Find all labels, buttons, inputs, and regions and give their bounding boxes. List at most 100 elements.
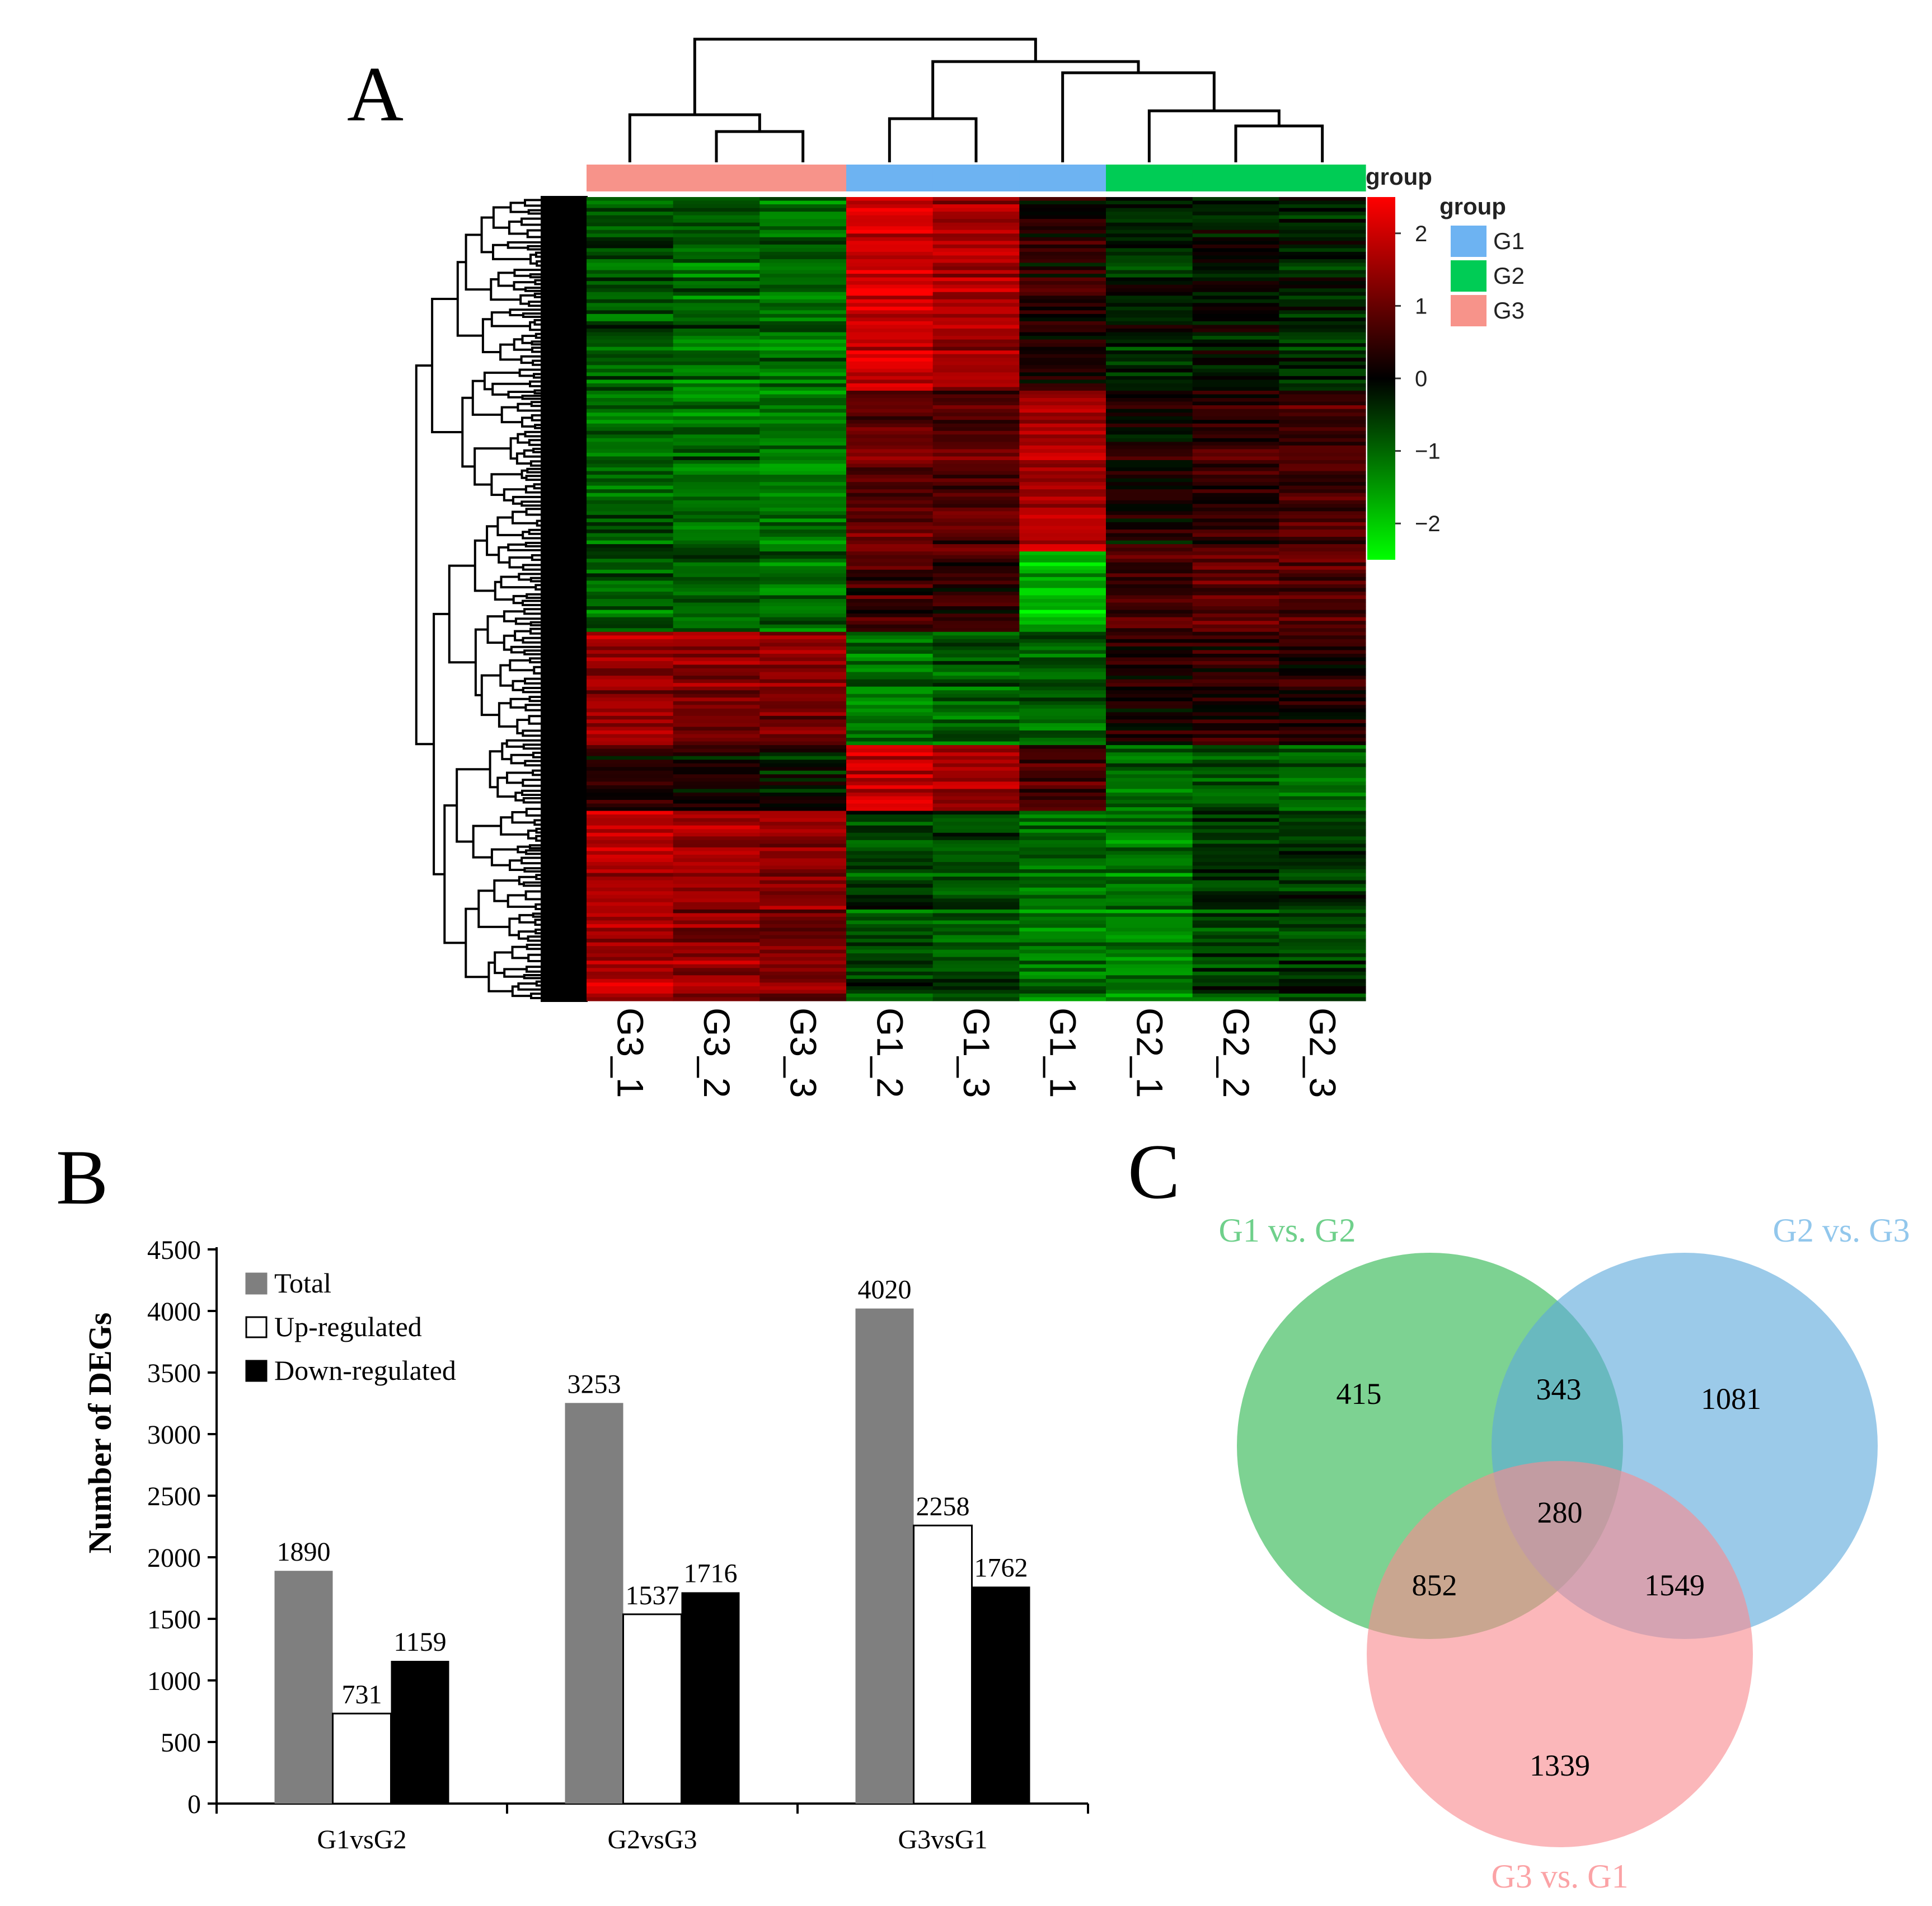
heatmap-cell bbox=[1192, 241, 1279, 245]
heatmap-cell bbox=[932, 507, 1020, 512]
heatmap-cell bbox=[1106, 244, 1193, 249]
heatmap-cell bbox=[587, 358, 674, 362]
dendrogram-branch bbox=[415, 364, 434, 746]
heatmap-cell bbox=[1192, 730, 1279, 735]
dendrogram-branch bbox=[529, 657, 542, 664]
heatmap-cell bbox=[846, 313, 934, 318]
heatmap-cell bbox=[932, 730, 1020, 735]
heatmap-cell bbox=[846, 617, 934, 621]
heatmap-cell bbox=[1279, 822, 1366, 826]
heatmap-cell bbox=[932, 792, 1020, 797]
group-annotation-cell bbox=[673, 165, 760, 191]
heatmap-cell bbox=[1192, 310, 1279, 315]
heatmap-cell bbox=[587, 390, 674, 395]
heatmap-cell bbox=[759, 321, 847, 326]
heatmap-cell bbox=[759, 961, 847, 965]
heatmap-cell bbox=[759, 646, 847, 650]
heatmap-cell bbox=[1279, 803, 1366, 808]
heatmap-cell bbox=[932, 836, 1020, 841]
heatmap-cell bbox=[587, 405, 674, 410]
heatmap-cell bbox=[846, 416, 934, 420]
heatmap-cell bbox=[846, 514, 934, 519]
heatmap-cell bbox=[1019, 741, 1106, 746]
heatmap-cell bbox=[846, 270, 934, 274]
heatmap-cell bbox=[587, 270, 674, 274]
heatmap-cell bbox=[759, 306, 847, 311]
heatmap-cell bbox=[587, 971, 674, 976]
heatmap-cell bbox=[1279, 409, 1366, 413]
heatmap-cell bbox=[759, 650, 847, 654]
heatmap-cell bbox=[673, 946, 760, 950]
heatmap-cell bbox=[932, 248, 1020, 252]
heatmap-cell bbox=[1106, 653, 1193, 658]
heatmap-cell bbox=[1279, 460, 1366, 465]
heatmap-cell bbox=[759, 840, 847, 844]
heatmap-cell bbox=[1192, 646, 1279, 650]
heatmap-cell bbox=[1019, 361, 1106, 366]
heatmap-cell bbox=[846, 226, 934, 231]
heatmap-cell bbox=[932, 566, 1020, 570]
heatmap-cell bbox=[587, 266, 674, 271]
heatmap-cell bbox=[587, 781, 674, 786]
heatmap-cell bbox=[1019, 913, 1106, 917]
heatmap-cell bbox=[1279, 244, 1366, 249]
heatmap-cell bbox=[673, 895, 760, 899]
heatmap-cell bbox=[1279, 325, 1366, 329]
heatmap-cell bbox=[759, 844, 847, 848]
heatmap-cell bbox=[673, 456, 760, 461]
heatmap-cell bbox=[1106, 514, 1193, 519]
heatmap-cell bbox=[932, 705, 1020, 709]
heatmap-cell bbox=[587, 697, 674, 702]
heatmap-cell bbox=[1106, 624, 1193, 629]
heatmap-cell bbox=[1019, 274, 1106, 278]
heatmap-cell bbox=[673, 413, 760, 417]
heatmap-cell bbox=[1192, 679, 1279, 683]
heatmap-cell bbox=[1019, 251, 1106, 256]
heatmap-cell bbox=[1279, 485, 1366, 490]
heatmap-cell bbox=[846, 204, 934, 209]
heatmap-cell bbox=[1106, 394, 1193, 399]
heatmap-cell bbox=[1019, 380, 1106, 384]
heatmap-cell bbox=[846, 898, 934, 903]
heatmap-cell bbox=[673, 650, 760, 654]
heatmap-cell bbox=[673, 493, 760, 497]
heatmap-cell bbox=[1279, 566, 1366, 570]
heatmap-cell bbox=[587, 891, 674, 896]
heatmap-cell bbox=[1106, 208, 1193, 212]
heatmap-cell bbox=[1019, 877, 1106, 881]
heatmap-cell bbox=[932, 544, 1020, 549]
heatmap-cell bbox=[1019, 986, 1106, 991]
heatmap-cell bbox=[1192, 664, 1279, 669]
heatmap-cell bbox=[759, 537, 847, 541]
heatmap-cell bbox=[1279, 332, 1366, 336]
heatmap-cell bbox=[759, 968, 847, 972]
heatmap-cell bbox=[1019, 584, 1106, 589]
heatmap-cell bbox=[932, 303, 1020, 307]
heatmap-cell bbox=[1106, 449, 1193, 453]
heatmap-cell bbox=[1019, 452, 1106, 457]
heatmap-cell bbox=[1019, 467, 1106, 472]
heatmap-cell bbox=[1279, 928, 1366, 932]
dendrogram-branch bbox=[522, 600, 542, 606]
heatmap-cell bbox=[673, 339, 760, 344]
heatmap-cell bbox=[759, 478, 847, 483]
heatmap-cell bbox=[759, 438, 847, 442]
heatmap-cell bbox=[759, 847, 847, 851]
bar-legend-label: Down-regulated bbox=[274, 1355, 456, 1386]
heatmap-cell bbox=[759, 401, 847, 406]
heatmap-cell bbox=[932, 752, 1020, 757]
heatmap-cell bbox=[1279, 522, 1366, 527]
heatmap-cell bbox=[1192, 715, 1279, 720]
heatmap-cell bbox=[673, 251, 760, 256]
heatmap-cell bbox=[1192, 978, 1279, 983]
heatmap-cell bbox=[587, 997, 674, 1001]
heatmap-cell bbox=[1192, 624, 1279, 629]
dendrogram-branch bbox=[521, 395, 542, 400]
heatmap-cell bbox=[1192, 610, 1279, 614]
heatmap-cell bbox=[673, 745, 760, 750]
dendrogram-branch bbox=[530, 401, 542, 408]
heatmap-cell bbox=[932, 237, 1020, 241]
heatmap-cell bbox=[1106, 277, 1193, 282]
heatmap-cell bbox=[1192, 891, 1279, 896]
dendrogram-branch bbox=[433, 612, 449, 875]
